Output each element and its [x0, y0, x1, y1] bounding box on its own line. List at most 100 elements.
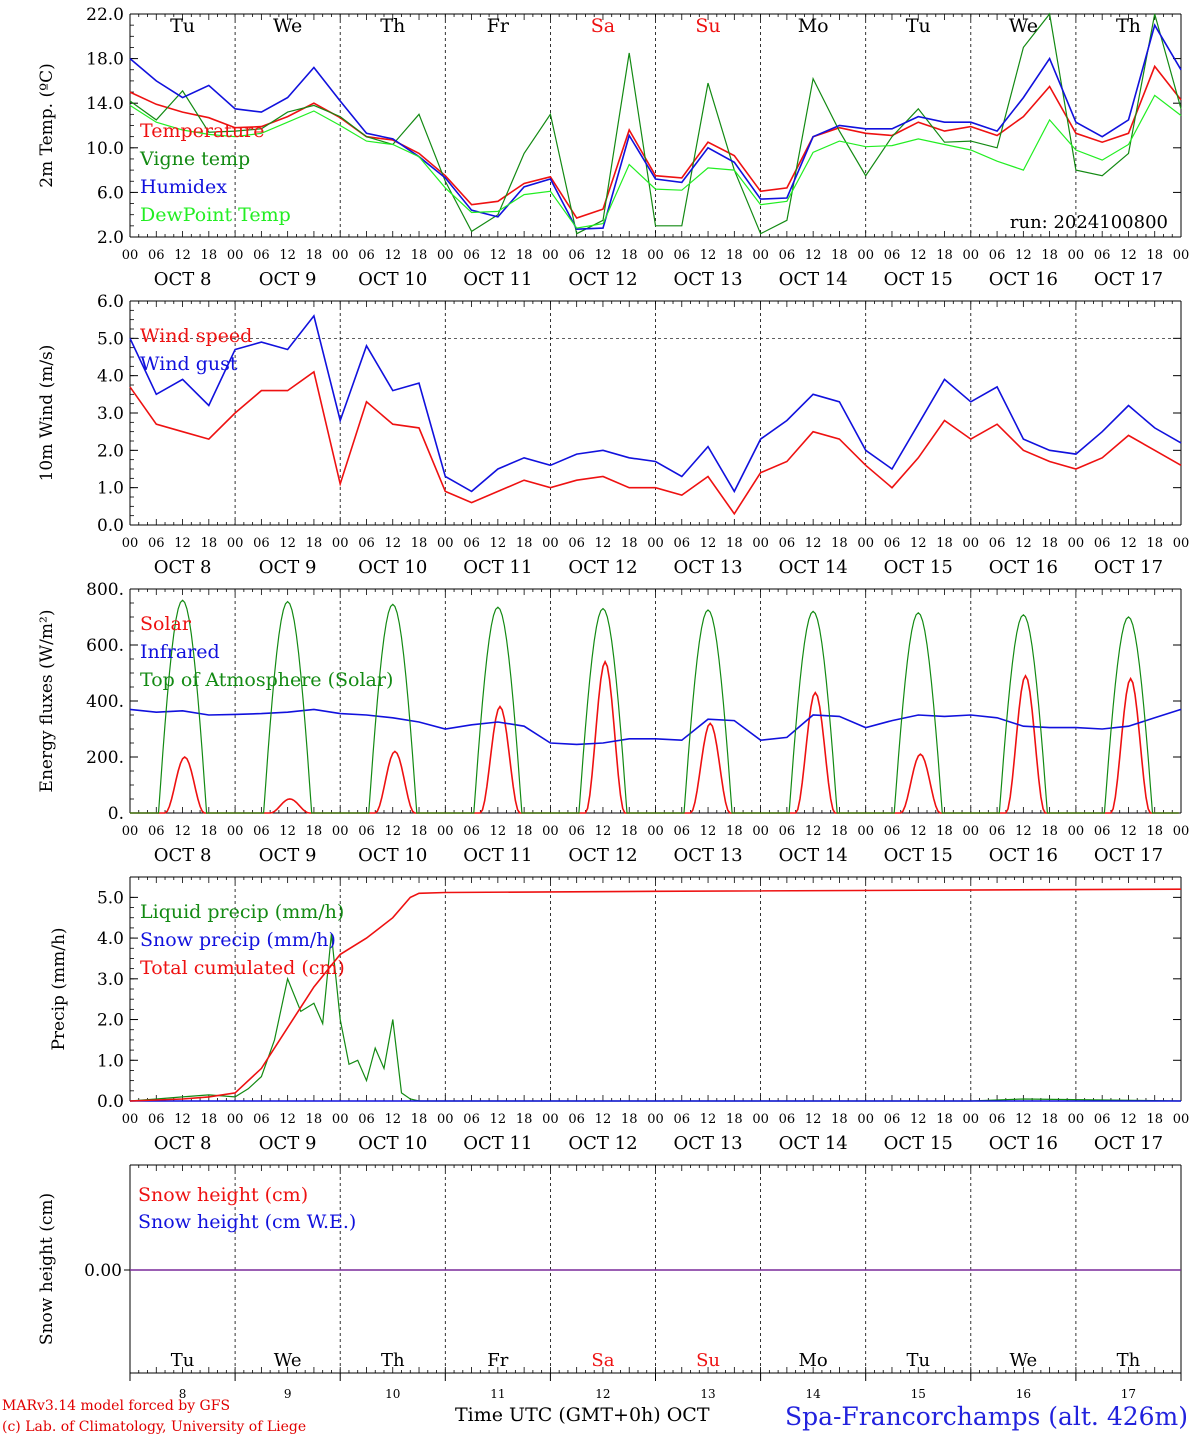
- y-tick-label: 10.0: [86, 139, 124, 159]
- legend-entry: Snow height (cm W.E.): [138, 1211, 356, 1233]
- y-tick-label: 0.00: [84, 1261, 122, 1281]
- legend-entry: Humidex: [140, 176, 227, 198]
- legend-entry: Liquid precip (mm/h): [140, 901, 344, 923]
- hour-tick-label: 18: [831, 1112, 848, 1127]
- hour-tick-label: 18: [621, 824, 638, 839]
- day-label: OCT 8: [154, 269, 212, 290]
- hour-tick-label: 00: [332, 248, 349, 263]
- hour-tick-label: 00: [1068, 824, 1085, 839]
- hour-tick-label: 06: [779, 1112, 796, 1127]
- hour-tick-label: 18: [936, 536, 953, 551]
- hour-tick-label: 00: [1173, 248, 1190, 263]
- hour-tick-label: 06: [253, 536, 270, 551]
- day-number-label: 11: [490, 1387, 505, 1401]
- day-label: OCT 16: [989, 1133, 1058, 1154]
- hour-tick-label: 00: [437, 824, 454, 839]
- day-label: OCT 14: [779, 1133, 848, 1154]
- hour-tick-label: 12: [174, 536, 191, 551]
- hour-tick-label: 06: [674, 1112, 691, 1127]
- hour-tick-label: 06: [779, 536, 796, 551]
- hour-tick-label: 12: [805, 536, 822, 551]
- hour-tick-label: 06: [253, 824, 270, 839]
- hour-tick-label: 06: [358, 824, 375, 839]
- day-label: OCT 12: [568, 1133, 637, 1154]
- hour-tick-label: 12: [700, 824, 717, 839]
- weekday-label: Tu: [906, 1350, 930, 1371]
- hour-tick-label: 06: [568, 536, 585, 551]
- day-label: OCT 16: [989, 557, 1058, 578]
- series-line-2: [129, 23, 1182, 231]
- series-line-1: [129, 708, 1182, 746]
- hour-tick-label: 06: [1094, 824, 1111, 839]
- hour-tick-label: 00: [857, 248, 874, 263]
- y-tick-label: 4.0: [97, 929, 124, 949]
- day-label: OCT 15: [884, 557, 953, 578]
- hour-tick-label: 18: [831, 824, 848, 839]
- day-label: OCT 8: [154, 557, 212, 578]
- day-label: OCT 17: [1094, 845, 1163, 866]
- day-label: OCT 10: [358, 1133, 427, 1154]
- copyright-credit: (c) Lab. of Climatology, University of L…: [2, 1419, 307, 1435]
- hour-tick-label: 12: [1015, 1112, 1032, 1127]
- day-label: OCT 10: [358, 845, 427, 866]
- hour-tick-label: 18: [621, 1112, 638, 1127]
- station-label: Spa-Francorchamps (alt. 426m): [784, 1402, 1188, 1431]
- hour-tick-label: 06: [463, 248, 480, 263]
- hour-tick-label: 00: [857, 1112, 874, 1127]
- y-tick-label: 2.0: [97, 1011, 124, 1031]
- hour-tick-label: 12: [384, 1112, 401, 1127]
- weekday-label: Sa: [591, 1350, 614, 1371]
- hour-tick-label: 12: [384, 536, 401, 551]
- hour-tick-label: 00: [227, 248, 244, 263]
- hour-tick-label: 06: [674, 248, 691, 263]
- day-label: OCT 8: [154, 1133, 212, 1154]
- hour-tick-label: 00: [647, 536, 664, 551]
- series-line-1: [129, 314, 1182, 494]
- hour-tick-label: 06: [463, 1112, 480, 1127]
- hour-tick-label: 12: [1015, 536, 1032, 551]
- weekday-label: We: [274, 1350, 302, 1371]
- weekday-label: Tu: [171, 1350, 195, 1371]
- day-label: OCT 9: [259, 269, 317, 290]
- hour-tick-label: 12: [384, 248, 401, 263]
- y-tick-label: 6.0: [97, 292, 124, 312]
- hour-tick-label: 18: [201, 248, 218, 263]
- hour-tick-label: 00: [752, 824, 769, 839]
- legend-entry: Snow height (cm): [138, 1184, 308, 1206]
- hour-tick-label: 18: [726, 248, 743, 263]
- weekday-label: Mo: [799, 1350, 828, 1371]
- hour-tick-label: 06: [148, 824, 165, 839]
- day-label: OCT 14: [779, 845, 848, 866]
- legend-entry: Total cumulated (cm): [140, 957, 345, 979]
- day-label: OCT 11: [463, 269, 532, 290]
- legend-entry: DewPoint Temp: [140, 204, 291, 226]
- hour-tick-label: 12: [805, 1112, 822, 1127]
- weekday-label: We: [1010, 1350, 1038, 1371]
- hour-tick-label: 12: [1015, 824, 1032, 839]
- hour-tick-label: 12: [595, 1112, 612, 1127]
- y-tick-label: 400.: [86, 692, 124, 712]
- hour-tick-label: 18: [411, 536, 428, 551]
- day-number-label: 14: [806, 1387, 822, 1401]
- y-tick-label: 3.0: [97, 970, 124, 990]
- hour-tick-label: 00: [122, 1112, 139, 1127]
- hour-tick-label: 18: [726, 1112, 743, 1127]
- weekday-label: Su: [695, 15, 720, 37]
- hour-tick-label: 12: [490, 536, 507, 551]
- day-number-label: 8: [179, 1387, 187, 1401]
- hour-tick-label: 00: [437, 1112, 454, 1127]
- y-axis-label: Precip (mm/h): [49, 927, 69, 1050]
- y-tick-label: 800.: [86, 580, 124, 600]
- series-line-2: [129, 888, 1182, 1102]
- y-tick-label: 3.0: [97, 404, 124, 424]
- y-tick-label: 22.0: [86, 5, 124, 25]
- hour-tick-label: 18: [306, 824, 323, 839]
- legend-entry: Top of Atmosphere (Solar): [140, 669, 393, 691]
- hour-tick-label: 00: [122, 824, 139, 839]
- hour-tick-label: 12: [490, 824, 507, 839]
- hour-tick-label: 12: [910, 824, 927, 839]
- day-label: OCT 12: [568, 269, 637, 290]
- day-label: OCT 8: [154, 845, 212, 866]
- hour-tick-label: 18: [621, 248, 638, 263]
